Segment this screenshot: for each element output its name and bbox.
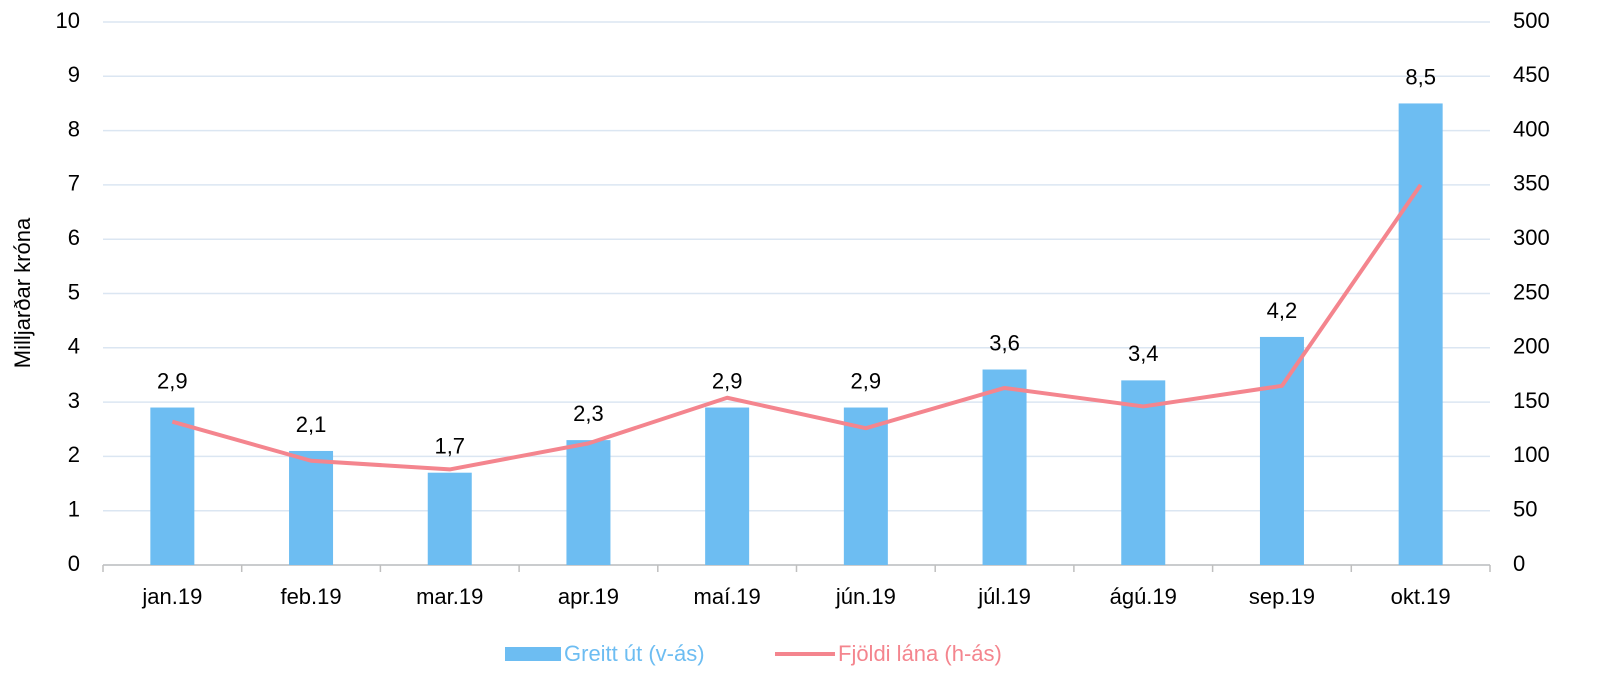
y2-tick-label: 100 bbox=[1513, 442, 1550, 467]
bar bbox=[843, 407, 888, 565]
bar bbox=[289, 450, 334, 565]
y2-tick-label: 150 bbox=[1513, 388, 1550, 413]
y-axis-label: Milljarðar króna bbox=[10, 217, 35, 368]
line bbox=[171, 183, 1423, 472]
y-tick-label: 1 bbox=[68, 497, 80, 522]
x-tick-label: feb.19 bbox=[280, 584, 341, 609]
data-label: 3,6 bbox=[989, 330, 1020, 355]
y2-tick-label: 50 bbox=[1513, 497, 1537, 522]
bar bbox=[1121, 380, 1166, 565]
bar bbox=[705, 407, 750, 565]
x-tick-label: júl.19 bbox=[977, 584, 1031, 609]
x-tick-label: mar.19 bbox=[416, 584, 483, 609]
y-tick-label: 8 bbox=[68, 116, 80, 141]
y2-tick-label: 200 bbox=[1513, 334, 1550, 359]
legend-swatch bbox=[505, 647, 561, 661]
y-tick-label: 3 bbox=[68, 388, 80, 413]
y-tick-label: 10 bbox=[56, 8, 80, 33]
data-label: 8,5 bbox=[1405, 64, 1436, 89]
bar bbox=[982, 369, 1027, 565]
bar bbox=[427, 472, 472, 565]
x-tick-label: apr.19 bbox=[558, 584, 619, 609]
x-tick-label: okt.19 bbox=[1391, 584, 1451, 609]
bar bbox=[1398, 103, 1443, 565]
y-tick-label: 6 bbox=[68, 225, 80, 250]
legend-label: Fjöldi lána (h-ás) bbox=[838, 641, 1002, 666]
y2-tick-label: 350 bbox=[1513, 171, 1550, 196]
y-tick-label: 4 bbox=[68, 334, 80, 359]
bar bbox=[1259, 336, 1304, 565]
data-label: 2,1 bbox=[296, 412, 327, 437]
x-tick-label: sep.19 bbox=[1249, 584, 1315, 609]
y2-tick-label: 400 bbox=[1513, 116, 1550, 141]
y-tick-label: 5 bbox=[68, 279, 80, 304]
data-label: 2,9 bbox=[712, 368, 743, 393]
bar bbox=[566, 440, 611, 565]
x-tick-label: ágú.19 bbox=[1110, 584, 1177, 609]
x-tick-label: jan.19 bbox=[141, 584, 202, 609]
legend-label: Greitt út (v-ás) bbox=[564, 641, 705, 666]
y2-tick-label: 0 bbox=[1513, 551, 1525, 576]
y2-tick-label: 500 bbox=[1513, 8, 1550, 33]
data-label: 3,4 bbox=[1128, 341, 1159, 366]
bar bbox=[150, 407, 195, 565]
y2-tick-label: 250 bbox=[1513, 279, 1550, 304]
y-tick-label: 7 bbox=[68, 171, 80, 196]
data-label: 2,3 bbox=[573, 401, 604, 426]
x-tick-label: jún.19 bbox=[835, 584, 896, 609]
x-tick-label: maí.19 bbox=[694, 584, 761, 609]
y-tick-label: 0 bbox=[68, 551, 80, 576]
data-label: 4,2 bbox=[1267, 298, 1298, 323]
data-label: 1,7 bbox=[434, 434, 465, 459]
y-tick-label: 2 bbox=[68, 442, 80, 467]
data-label: 2,9 bbox=[851, 368, 882, 393]
y2-tick-label: 300 bbox=[1513, 225, 1550, 250]
y-tick-label: 9 bbox=[68, 62, 80, 87]
y2-tick-label: 450 bbox=[1513, 62, 1550, 87]
data-label: 2,9 bbox=[157, 368, 188, 393]
